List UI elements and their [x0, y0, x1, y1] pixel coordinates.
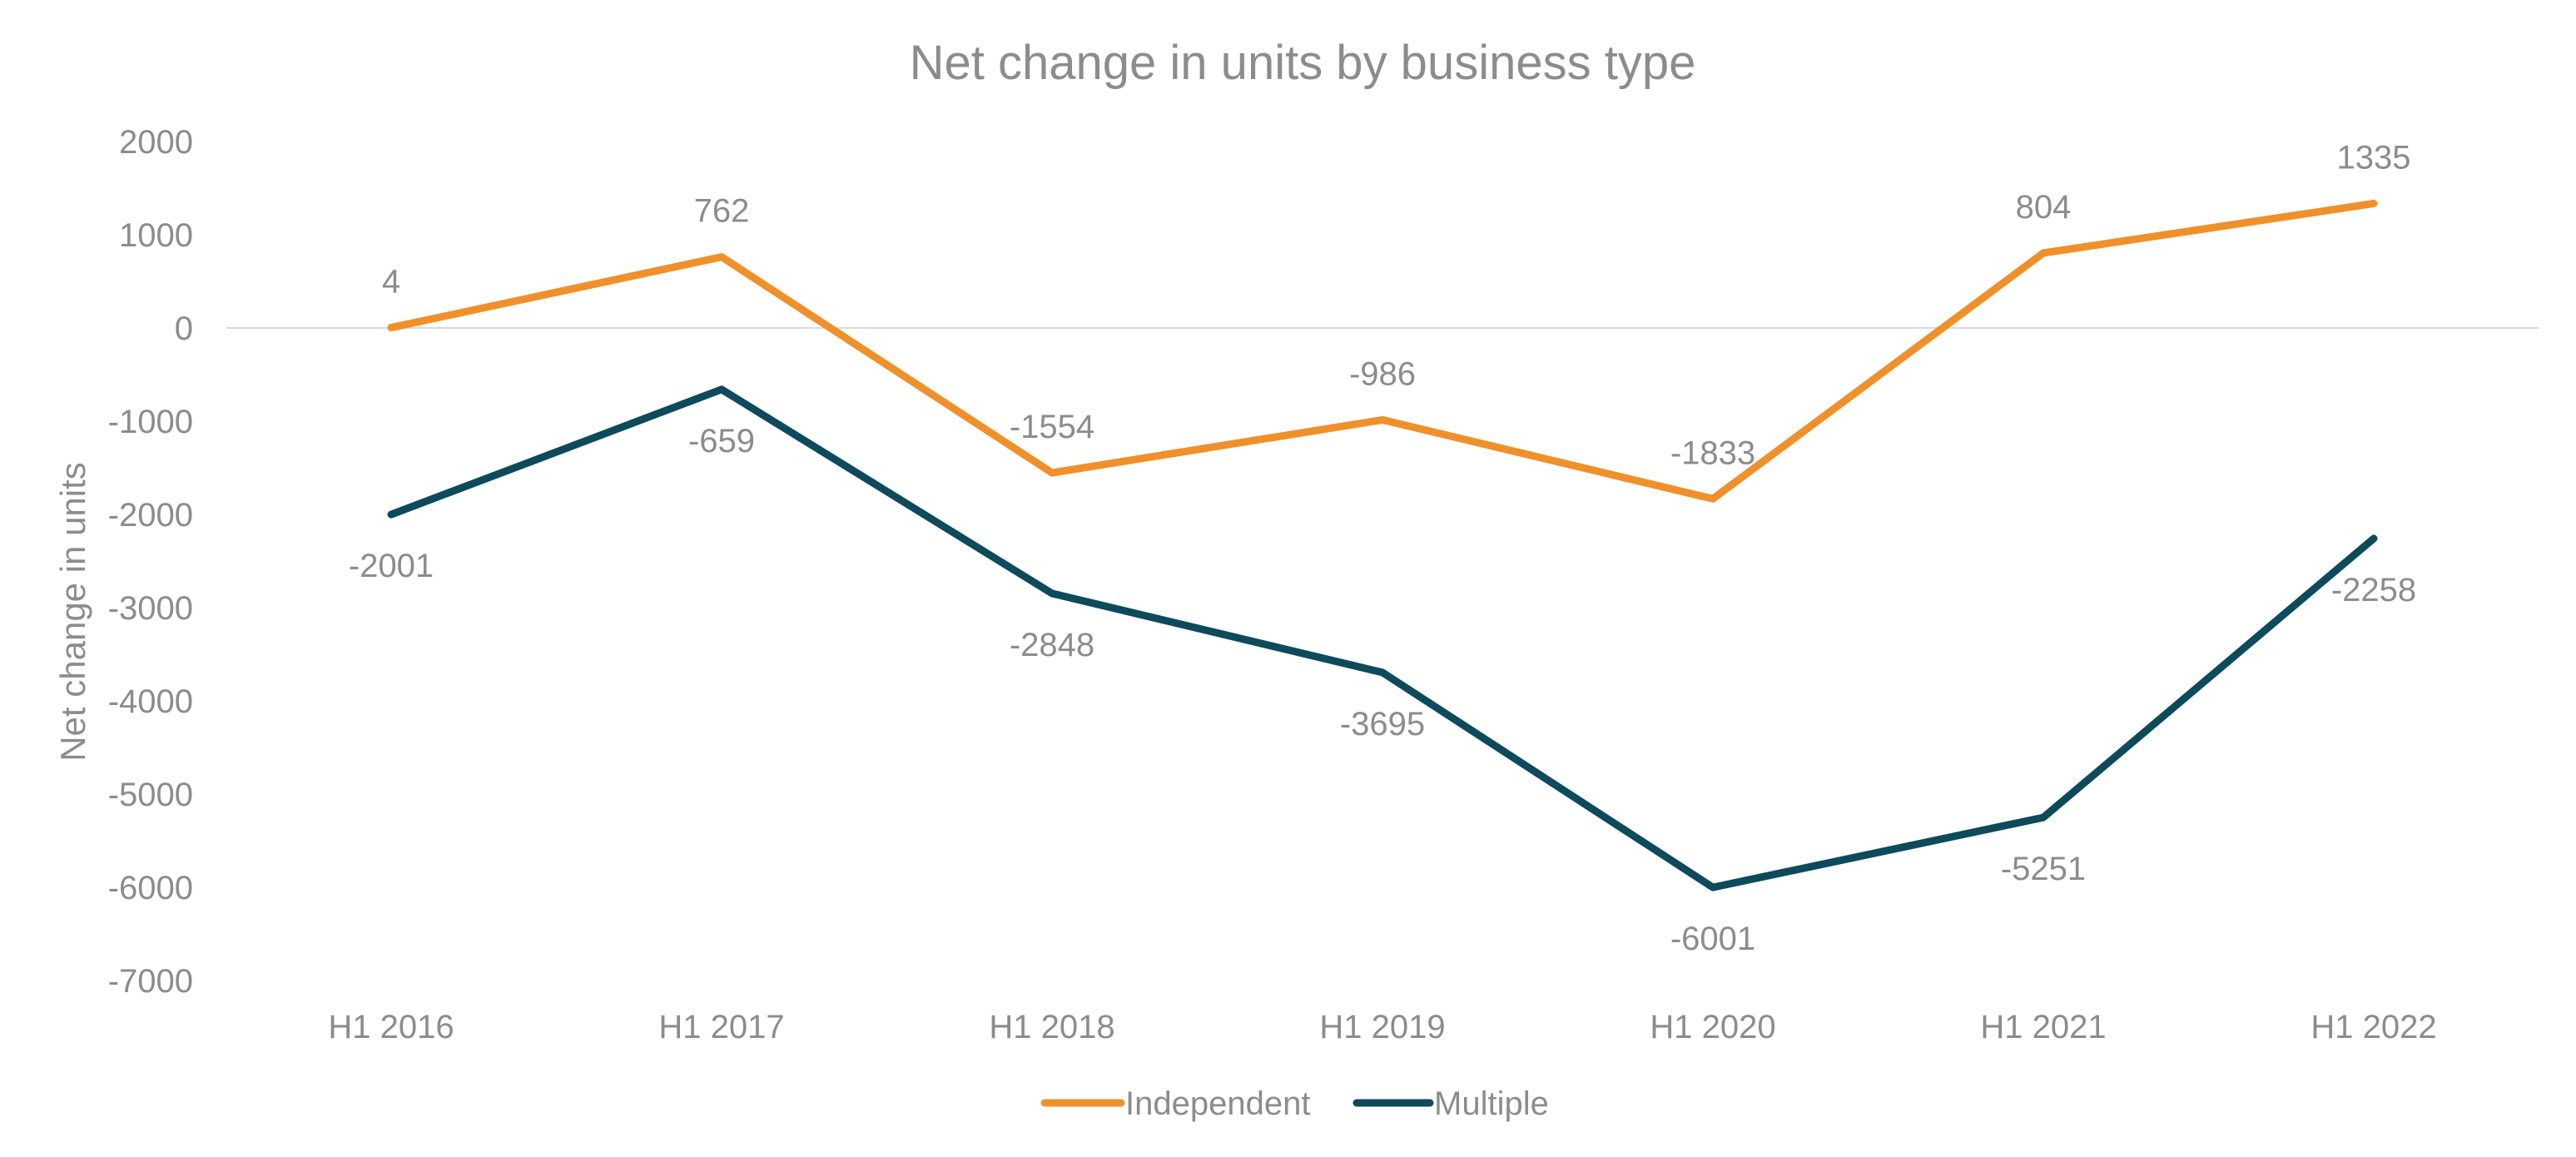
data-label-multiple: -2001 [349, 548, 434, 584]
series-lines [387, 199, 2378, 891]
data-label-multiple: -2848 [1010, 627, 1094, 663]
series-line-multiple[interactable] [387, 385, 2378, 891]
y-tick-label: -4000 [108, 683, 193, 720]
legend-item-independent[interactable]: Independent [1040, 1085, 1310, 1122]
data-label-independent: -986 [1349, 355, 1416, 392]
data-labels: 4 762 -1554 -986 -1833 804 1335 -2001 -659 -2848 -… [349, 139, 2416, 957]
x-tick-label: H1 2021 [1980, 1009, 2106, 1045]
y-tick-label: -5000 [108, 777, 193, 813]
data-label-multiple: -659 [688, 423, 755, 459]
y-tick-label: -7000 [108, 963, 193, 1000]
data-label-independent: -1554 [1010, 409, 1094, 445]
y-axis-title: Net change in units [53, 462, 92, 762]
data-label-multiple: -3695 [1340, 706, 1425, 742]
y-axis-ticks: 2000 1000 0 -1000 -2000 -3000 -4000 -5000 -6000 -… [108, 124, 193, 1000]
data-label-multiple: -5251 [2001, 851, 2086, 887]
data-label-multiple: -2258 [2331, 572, 2416, 608]
legend-item-multiple[interactable]: Multiple [1353, 1085, 1549, 1122]
data-label-independent: 1335 [2337, 139, 2411, 176]
legend: Independent Multiple [1040, 1085, 1549, 1122]
y-tick-label: -3000 [108, 590, 193, 627]
y-tick-label: 1000 [119, 217, 193, 254]
data-label-independent: -1833 [1670, 434, 1755, 471]
x-tick-label: H1 2017 [658, 1009, 784, 1045]
y-tick-label: -1000 [108, 404, 193, 440]
legend-label-independent: Independent [1125, 1085, 1310, 1122]
x-tick-label: H1 2022 [2310, 1009, 2436, 1045]
y-tick-label: -2000 [108, 497, 193, 534]
y-tick-label: 0 [175, 310, 193, 347]
chart-title: Net change in units by business type [910, 36, 1696, 90]
y-tick-label: 2000 [119, 124, 193, 161]
data-label-independent: 4 [382, 264, 400, 300]
x-tick-label: H1 2020 [1650, 1009, 1775, 1045]
series-line-independent[interactable] [387, 199, 2378, 503]
data-label-multiple: -6001 [1670, 921, 1755, 957]
x-tick-label: H1 2019 [1319, 1009, 1445, 1045]
x-axis-ticks: H1 2016 H1 2017 H1 2018 H1 2019 H1 2020 H1 20… [328, 1009, 2436, 1045]
x-tick-label: H1 2016 [328, 1009, 454, 1045]
y-tick-label: -6000 [108, 870, 193, 906]
legend-label-multiple: Multiple [1434, 1085, 1549, 1122]
data-label-independent: 762 [694, 193, 750, 230]
data-label-independent: 804 [2016, 189, 2072, 226]
x-tick-label: H1 2018 [989, 1009, 1114, 1045]
